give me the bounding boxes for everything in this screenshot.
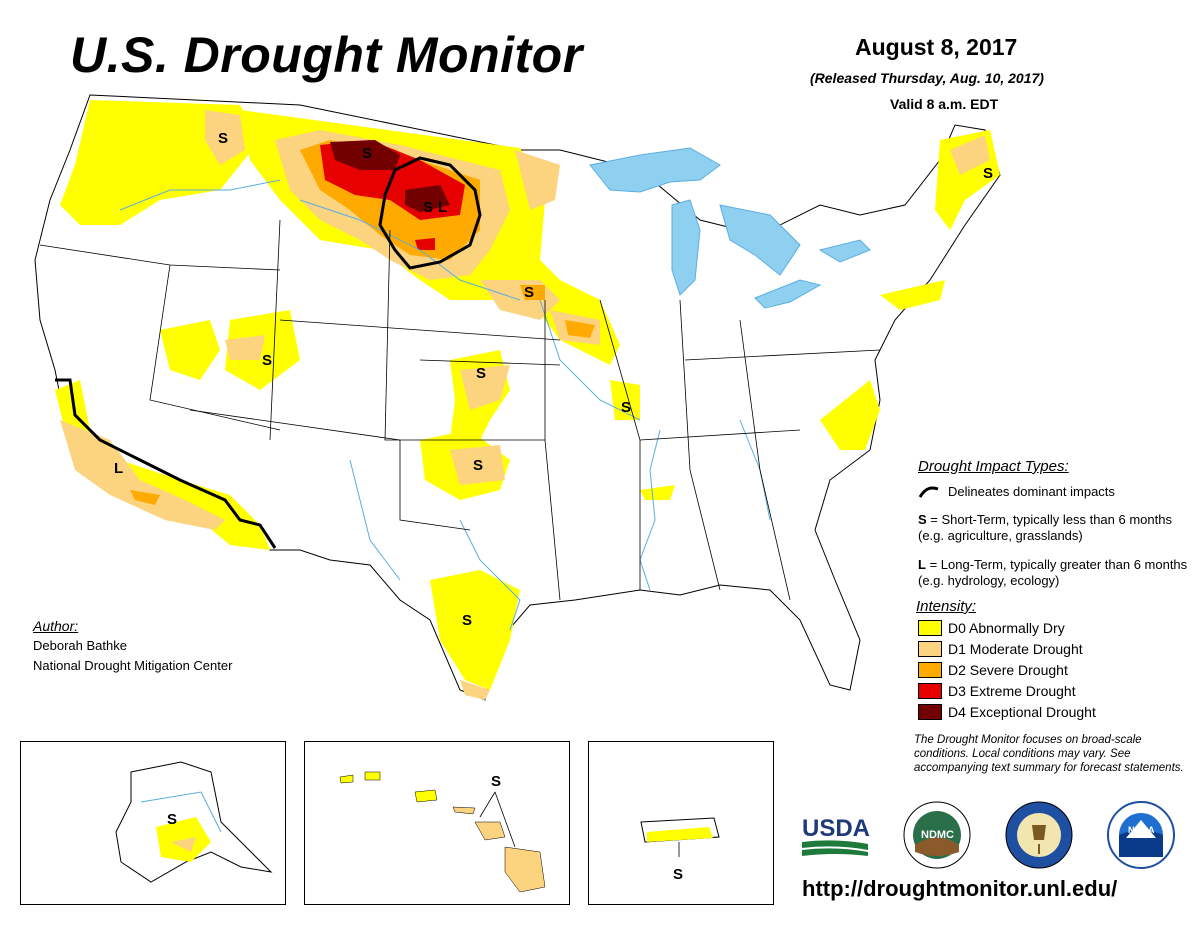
noaa-logo: NOAA — [1106, 800, 1176, 870]
impact-label-s: S — [218, 130, 228, 147]
impact-label-s: S — [362, 145, 372, 162]
ndmc-logo: NDMC — [902, 800, 972, 870]
svg-text:USDA: USDA — [802, 815, 870, 842]
intensity-title: Intensity: — [916, 598, 977, 615]
impact-label-s: S — [983, 165, 993, 182]
svg-text:NOAA: NOAA — [1128, 825, 1155, 835]
short-term-letter: S — [918, 512, 927, 527]
impact-label-l: L — [438, 199, 447, 216]
usda-logo-mark: USDA — [802, 815, 870, 856]
hawaii-map: S — [339, 771, 546, 893]
short-term-legend: S = Short-Term, typically less than 6 mo… — [918, 512, 1188, 544]
impact-label-s: S — [167, 811, 177, 828]
legend-label: D1 Moderate Drought — [948, 641, 1083, 657]
impact-label-s: S — [673, 866, 683, 883]
page-title: U.S. Drought Monitor — [70, 27, 583, 83]
delineation-label: Delineates dominant impacts — [948, 484, 1115, 499]
long-term-text: = Long-Term, typically greater than 6 mo… — [918, 557, 1188, 588]
author-heading: Author: — [33, 618, 79, 634]
short-term-text: = Short-Term, typically less than 6 mont… — [918, 512, 1172, 543]
long-term-delineation-west — [55, 378, 277, 549]
author-name: Deborah Bathke — [33, 638, 127, 653]
delineation-line-icon — [918, 486, 939, 498]
long-term-delineation-north — [378, 156, 482, 270]
legend-swatch — [918, 620, 942, 636]
impact-types-title: Drought Impact Types: — [918, 458, 1069, 475]
d3-spot — [415, 238, 435, 250]
hawaii-inset: S — [304, 741, 570, 905]
disclaimer-note: The Drought Monitor focuses on broad-sca… — [914, 734, 1184, 774]
impact-label-s: S — [473, 457, 483, 474]
alaska-map: S — [115, 761, 273, 883]
ndmc-logo-mark: NDMC — [903, 801, 971, 869]
puerto-rico-inset: S — [588, 741, 774, 905]
lake-michigan — [671, 199, 701, 296]
legend-label: D2 Severe Drought — [948, 662, 1068, 678]
legend-label: D3 Extreme Drought — [948, 683, 1076, 699]
commerce-seal-logo — [1004, 800, 1074, 870]
puerto-rico-map: S — [640, 817, 720, 883]
lake-ontario — [818, 239, 871, 263]
long-term-legend: L = Long-Term, typically greater than 6 … — [918, 557, 1188, 589]
lake-erie — [754, 279, 822, 309]
legend-swatch — [918, 683, 942, 699]
author-organization: National Drought Mitigation Center — [33, 658, 233, 673]
legend-label: D0 Abnormally Dry — [948, 620, 1065, 636]
website-url[interactable]: http://droughtmonitor.unl.edu/ — [802, 876, 1118, 901]
legend-swatch — [918, 704, 942, 720]
impact-label-s: S — [462, 612, 472, 629]
svg-text:NDMC: NDMC — [921, 829, 954, 841]
impact-label-s: S — [524, 284, 534, 301]
usda-logo: USDA — [800, 810, 870, 860]
d4-spot — [405, 185, 450, 212]
impact-label-s: S — [621, 399, 631, 416]
long-term-letter: L — [918, 557, 926, 572]
impact-label-s: S — [476, 365, 486, 382]
legend-swatch — [918, 662, 942, 678]
impact-label-l: L — [114, 460, 123, 477]
impact-label-s: S — [491, 773, 501, 790]
legend-item-d4: D4 Exceptional Drought — [918, 704, 1096, 720]
delineation-legend-row: Delineates dominant impacts — [918, 484, 1115, 499]
alaska-inset: S — [20, 741, 286, 905]
rivers — [119, 179, 771, 631]
valid-time: Valid 8 a.m. EDT — [890, 96, 999, 112]
legend-item-d3: D3 Extreme Drought — [918, 683, 1076, 699]
legend-swatch — [918, 641, 942, 657]
lake-huron — [719, 204, 801, 276]
legend-item-d1: D1 Moderate Drought — [918, 641, 1083, 657]
legend-label: D4 Exceptional Drought — [948, 704, 1096, 720]
impact-label-s: S — [262, 352, 272, 369]
release-date: (Released Thursday, Aug. 10, 2017) — [810, 70, 1044, 86]
commerce-seal-mark — [1005, 801, 1073, 869]
legend-item-d0: D0 Abnormally Dry — [918, 620, 1065, 636]
d4-region — [330, 140, 400, 170]
legend-item-d2: D2 Severe Drought — [918, 662, 1068, 678]
impact-label-s: S — [423, 199, 433, 216]
map-date: August 8, 2017 — [855, 34, 1018, 60]
state-borders — [39, 219, 881, 601]
lake-superior — [589, 147, 721, 193]
noaa-logo-mark: NOAA — [1107, 801, 1175, 869]
